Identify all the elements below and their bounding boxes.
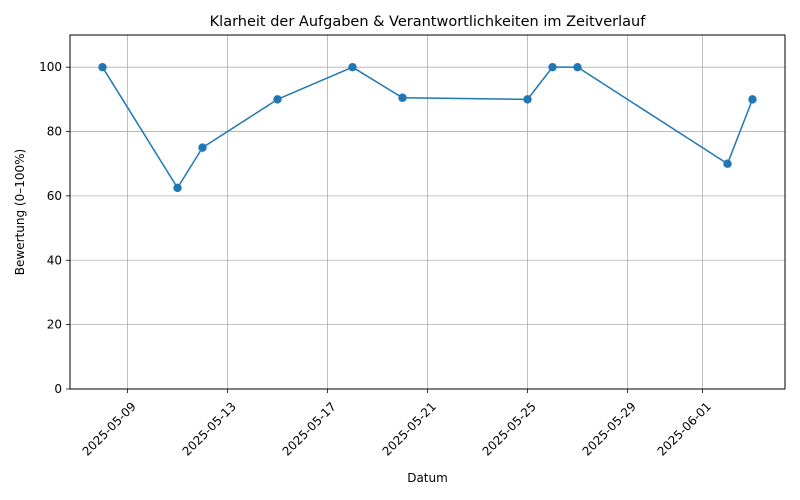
y-tick-label: 20	[47, 318, 62, 332]
data-point	[748, 95, 757, 104]
y-tick-label: 80	[47, 125, 62, 139]
data-point	[548, 62, 557, 72]
chart-title: Klarheit der Aufgaben & Verantwortlichke…	[210, 14, 647, 30]
data-point	[173, 183, 182, 193]
data-point	[398, 93, 407, 102]
data-point	[523, 95, 532, 104]
y-tick-label: 0	[54, 382, 62, 396]
y-tick-label: 100	[39, 60, 62, 74]
data-point	[98, 62, 107, 72]
series	[98, 62, 757, 193]
y-axis-label: Bewertung (0–100%)	[13, 149, 27, 275]
data-point	[573, 62, 582, 72]
y-tick-label: 40	[47, 253, 62, 267]
y-tick-label: 60	[47, 189, 62, 203]
data-point	[348, 62, 357, 72]
data-point	[198, 143, 207, 152]
data-point	[723, 159, 732, 168]
grid	[70, 35, 785, 390]
x-axis-label: Datum	[407, 471, 448, 485]
data-point	[273, 95, 282, 104]
